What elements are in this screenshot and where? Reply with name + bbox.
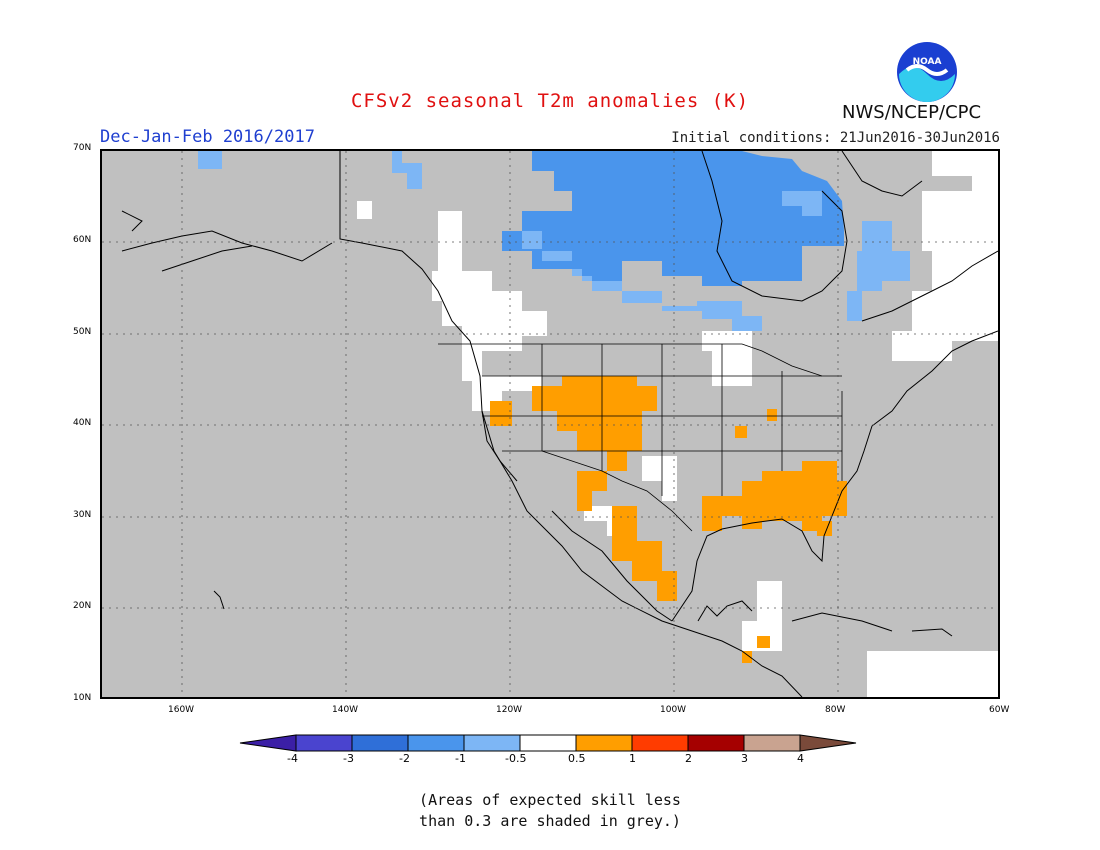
neutral-region bbox=[432, 211, 547, 411]
warm-anomaly-region bbox=[490, 401, 512, 426]
colorbar-swatch bbox=[239, 734, 297, 752]
colorbar-swatch bbox=[687, 734, 745, 752]
warm-anomaly-region bbox=[742, 651, 752, 663]
colorbar-swatch bbox=[743, 734, 801, 752]
colorbar-label: -3 bbox=[343, 752, 354, 765]
noaa-logo: NOAA bbox=[897, 42, 957, 102]
neutral-region bbox=[742, 581, 782, 651]
lat-label: 30N bbox=[73, 510, 92, 520]
graticule bbox=[102, 151, 998, 697]
colorbar-swatch bbox=[351, 734, 409, 752]
colorbar-swatch bbox=[799, 734, 857, 752]
skill-footnote: (Areas of expected skill less than 0.3 a… bbox=[0, 790, 1100, 832]
lon-label: 120W bbox=[496, 705, 523, 715]
lat-label: 40N bbox=[73, 418, 92, 428]
cool-anomaly-region bbox=[392, 151, 422, 189]
colorbar bbox=[239, 734, 857, 752]
cool-anomaly-region bbox=[782, 191, 822, 216]
colorbar-label: -2 bbox=[399, 752, 410, 765]
warm-anomaly-region bbox=[702, 461, 847, 531]
map-canvas bbox=[102, 151, 998, 697]
colorbar-label: 4 bbox=[797, 752, 804, 765]
neutral-region bbox=[932, 151, 998, 191]
warm-anomaly-region bbox=[612, 506, 677, 601]
warm-anomaly-region bbox=[757, 636, 770, 648]
lat-label: 70N bbox=[73, 143, 92, 153]
map-title: CFSv2 seasonal T2m anomalies (K) bbox=[350, 90, 750, 112]
initial-conditions: Initial conditions: 21Jun2016-30Jun2016 bbox=[671, 130, 1000, 146]
colorbar-swatch bbox=[631, 734, 689, 752]
colorbar-label: 1 bbox=[629, 752, 636, 765]
coastlines bbox=[121, 151, 998, 697]
colorbar-swatch bbox=[295, 734, 353, 752]
lat-label: 10N bbox=[73, 693, 92, 703]
lat-label: 20N bbox=[73, 601, 92, 611]
anomaly-cells bbox=[198, 151, 998, 697]
lon-label: 140W bbox=[332, 705, 359, 715]
lon-label: 100W bbox=[660, 705, 687, 715]
cool-anomaly-region bbox=[522, 231, 762, 331]
cold-anomaly-region bbox=[392, 151, 844, 286]
warm-anomaly-region bbox=[577, 471, 607, 511]
neutral-region bbox=[357, 201, 372, 219]
warm-anomaly-region bbox=[735, 426, 747, 438]
neutral-region bbox=[892, 191, 998, 361]
political-borders bbox=[339, 151, 843, 532]
colorbar-label: 0.5 bbox=[568, 752, 586, 765]
neutral-region bbox=[642, 456, 677, 501]
colorbar-label: 3 bbox=[741, 752, 748, 765]
lon-label: 160W bbox=[168, 705, 195, 715]
warm-anomaly-region bbox=[532, 376, 657, 471]
colorbar-swatch bbox=[407, 734, 465, 752]
colorbar-swatch bbox=[575, 734, 633, 752]
footnote-line: than 0.3 are shaded in grey.) bbox=[419, 812, 681, 830]
cool-anomaly-region bbox=[198, 151, 222, 169]
lat-label: 50N bbox=[73, 327, 92, 337]
agency-label: NWS/NCEP/CPC bbox=[842, 102, 982, 123]
colorbar-label: -0.5 bbox=[505, 752, 527, 765]
colorbar-label: -1 bbox=[455, 752, 466, 765]
cool-anomaly-region bbox=[847, 221, 910, 321]
colorbar-label: -4 bbox=[287, 752, 298, 765]
colorbar-label: 2 bbox=[685, 752, 692, 765]
colorbar-swatch bbox=[519, 734, 577, 752]
neutral-region bbox=[702, 331, 752, 386]
forecast-period: Dec-Jan-Feb 2016/2017 bbox=[100, 127, 315, 147]
colorbar-swatch bbox=[463, 734, 521, 752]
logo-text: NOAA bbox=[913, 57, 942, 67]
lon-label: 80W bbox=[825, 705, 846, 715]
lat-label: 60N bbox=[73, 235, 92, 245]
anomaly-map bbox=[100, 149, 1000, 699]
neutral-region bbox=[867, 651, 998, 697]
warm-anomaly-region bbox=[767, 409, 777, 421]
footnote-line: (Areas of expected skill less bbox=[419, 791, 681, 809]
lon-label: 60W bbox=[989, 705, 1010, 715]
